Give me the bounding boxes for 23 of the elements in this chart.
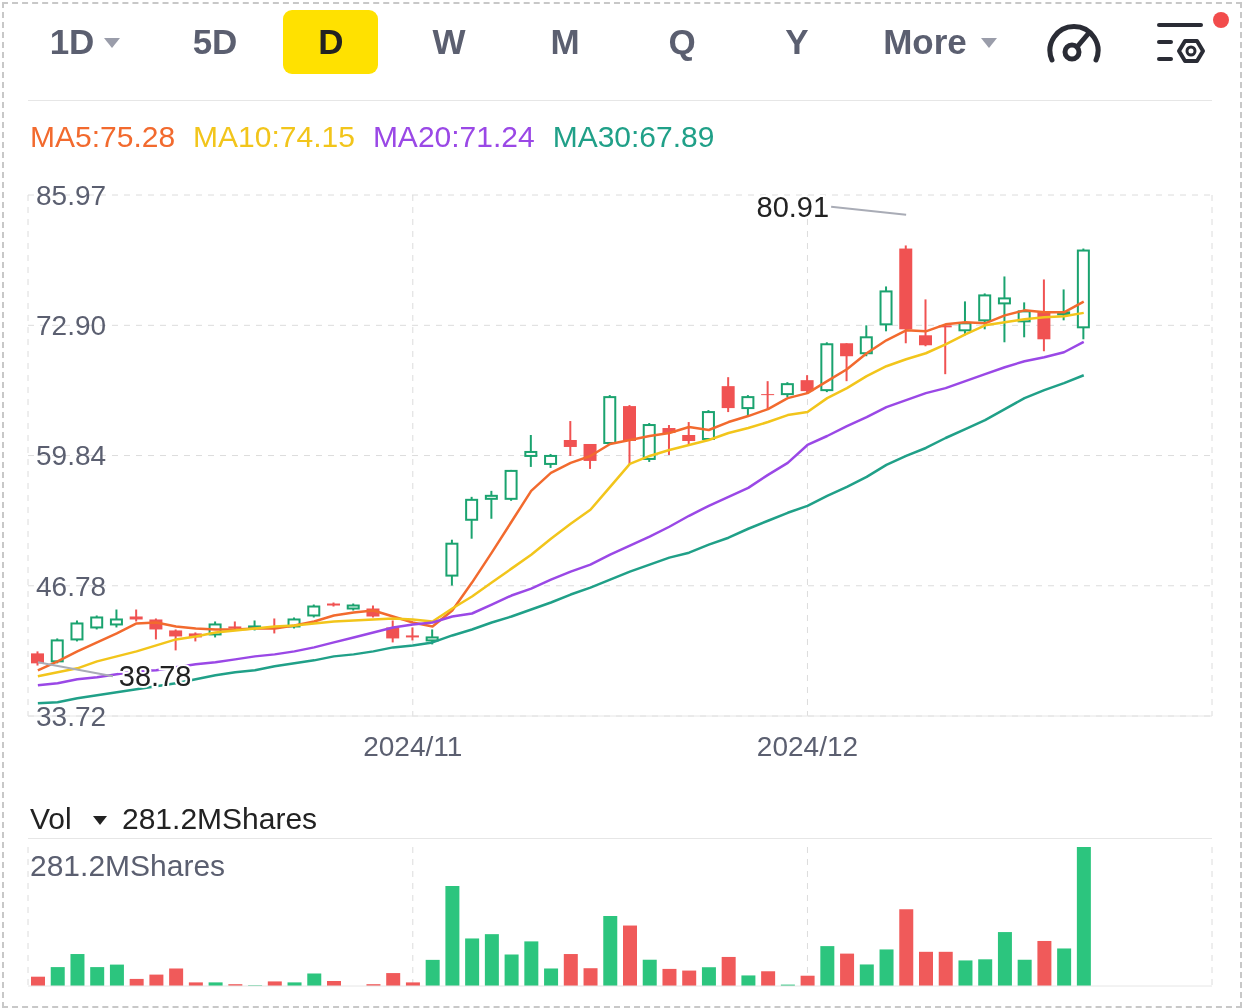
text: W bbox=[432, 22, 466, 62]
x-tick-label: 2024/12 bbox=[756, 730, 859, 762]
text: MA20:71.24 bbox=[372, 120, 535, 154]
annotation: 80.91 bbox=[756, 190, 830, 223]
y-tick-label: 33.72 bbox=[36, 700, 107, 732]
text: 5D bbox=[192, 22, 238, 62]
y-tick-label: 59.84 bbox=[36, 440, 107, 472]
text: M bbox=[550, 22, 580, 62]
y-tick-label: 46.78 bbox=[36, 570, 107, 602]
annotation: 281.2MShares bbox=[30, 849, 226, 883]
text: D bbox=[318, 22, 344, 62]
text: MA10:74.15 bbox=[193, 120, 355, 154]
text: Q bbox=[668, 22, 696, 62]
text: MA30:67.89 bbox=[552, 120, 715, 154]
text: 1D bbox=[49, 22, 95, 62]
text: Y bbox=[785, 22, 809, 62]
y-tick-label: 85.97 bbox=[36, 179, 107, 211]
chart-title: Vol bbox=[30, 802, 72, 836]
x-tick-label: 2024/11 bbox=[363, 730, 463, 762]
text: MA5:75.28 bbox=[30, 120, 176, 154]
text: More bbox=[883, 22, 967, 62]
y-tick-label: 72.90 bbox=[36, 310, 107, 342]
chart-subtitle: 281.2MShares bbox=[122, 802, 318, 836]
